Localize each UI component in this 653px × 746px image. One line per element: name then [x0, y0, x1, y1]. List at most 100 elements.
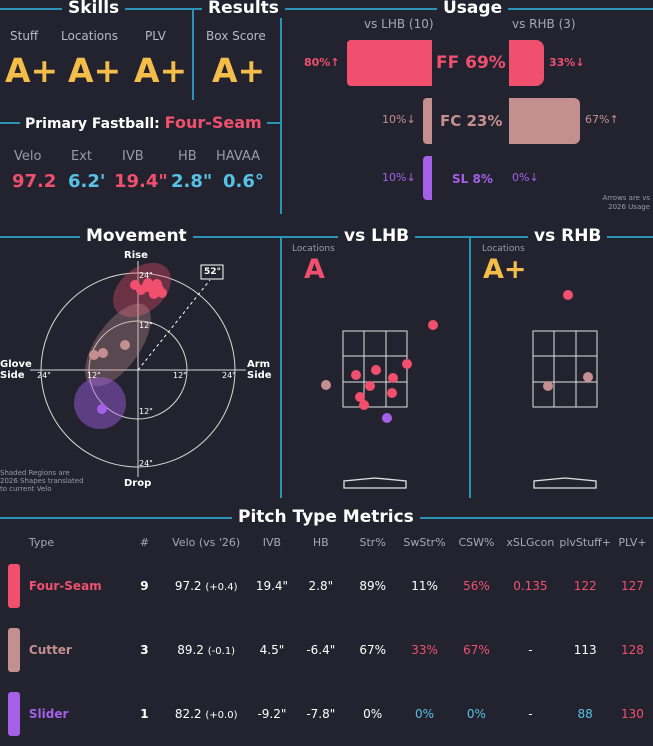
- ff-usage-label: FF 69%: [436, 53, 506, 73]
- ring-label-top-24: 24": [139, 271, 153, 280]
- home-plate-rhb: [533, 477, 597, 489]
- row-count: 1: [140, 707, 149, 721]
- col-swstr: SwStr%: [403, 535, 446, 549]
- velo-label: Velo: [14, 149, 42, 164]
- vs-rhb-zone: [532, 290, 598, 489]
- lhb-rhb-divider: [469, 236, 471, 498]
- stuff-grade: A+: [5, 51, 59, 90]
- row-hb: 2.8": [308, 579, 334, 593]
- stuff-label: Stuff: [10, 29, 39, 43]
- usage-note-line1: Arrows are vs: [602, 194, 650, 202]
- sl-usage-label: SL 8%: [452, 172, 493, 186]
- usage-title: Usage: [437, 0, 509, 18]
- movement-chart: [30, 261, 246, 477]
- glove-side-line2: Side: [0, 370, 25, 381]
- ring-label-bottom-12: 12": [139, 407, 153, 416]
- pitch-location: [428, 320, 438, 330]
- four-seam-swatch: [7, 564, 20, 608]
- pitch-location: [583, 372, 593, 382]
- pitch-location: [371, 365, 381, 375]
- ring-label-bottom-24: 24": [139, 459, 153, 468]
- movement-note-line2: 2026 Shapes translated: [0, 477, 84, 485]
- four-seam-point: [149, 289, 159, 299]
- row-ivb: 4.5": [259, 643, 285, 657]
- top-divider-left: [0, 8, 280, 10]
- slider-point: [97, 404, 107, 414]
- col-hb: HB: [312, 535, 329, 549]
- movement-note: Shaded Regions are 2026 Shapes translate…: [0, 469, 84, 493]
- col-xslg: xSLGcon: [506, 535, 555, 549]
- ivb-value: 19.4": [114, 171, 168, 192]
- pitch-location: [388, 373, 398, 383]
- row-type: Slider: [28, 707, 69, 721]
- usage-note: Arrows are vs 2026 Usage: [603, 194, 650, 212]
- velo-value: 97.2: [174, 579, 202, 593]
- glove-side-label: Glove Side: [0, 359, 32, 381]
- row-ivb: 19.4": [255, 579, 289, 593]
- pitch-location: [355, 392, 365, 402]
- ff-rhb-bar: [509, 40, 544, 86]
- pitch-metrics-title: Pitch Type Metrics: [232, 507, 420, 527]
- ext-value: 6.2': [68, 171, 106, 192]
- plv-grade: A+: [134, 51, 188, 90]
- row-xslg: -: [528, 707, 533, 721]
- row-csw: 0%: [466, 707, 486, 721]
- vs-rhb-title: vs RHB: [528, 226, 608, 246]
- pitch-location: [563, 290, 573, 300]
- arm-side-label: Arm Side: [247, 359, 272, 381]
- row-swstr: 11%: [411, 579, 438, 593]
- rise-label: Rise: [124, 250, 148, 261]
- slider-swatch: [7, 692, 20, 736]
- usage-note-line2: 2026 Usage: [608, 203, 650, 211]
- row-plv: 128: [621, 643, 644, 657]
- movement-title: Movement: [80, 226, 193, 246]
- four-seam-point: [143, 278, 153, 288]
- velo-value: 89.2: [177, 643, 204, 657]
- col-type: Type: [28, 535, 55, 549]
- table-row: Four-Seam 9 97.2 (+0.4) 19.4" 2.8" 89% 1…: [0, 554, 653, 618]
- drop-label: Drop: [124, 478, 152, 489]
- arm-angle-line: [137, 279, 211, 371]
- vs-lhb-grade: A: [304, 254, 325, 285]
- pitch-location: [351, 370, 361, 380]
- fc-lhb-pct: 10%↓: [382, 113, 416, 126]
- ff-rhb-pct: 33%↓: [549, 56, 585, 69]
- home-plate-lhb: [343, 477, 407, 489]
- row-stuff: 113: [573, 643, 597, 657]
- ff-lhb-pct: 80%↑: [304, 56, 340, 69]
- results-title: Results: [202, 0, 285, 18]
- velo-delta: (-0.1): [207, 646, 236, 657]
- row-xslg: -: [528, 643, 533, 657]
- hb-value: 2.8": [171, 171, 213, 192]
- fc-rhb-pct: 67%↑: [585, 113, 619, 126]
- ring-label-left-12: 12": [87, 371, 101, 380]
- table-row: Cutter 3 89.2 (-0.1) 4.5" -6.4" 67% 33% …: [0, 618, 653, 682]
- movement-lhb-divider: [280, 236, 282, 498]
- cutter-region: [85, 303, 151, 387]
- pitch-location: [382, 413, 392, 423]
- row-xslg: 0.135: [513, 579, 548, 593]
- locations-grade: A+: [68, 51, 122, 90]
- velo-delta: (+0.0): [205, 710, 238, 721]
- row-stuff: 122: [573, 579, 597, 593]
- skills-results-divider: [192, 8, 194, 100]
- row-type: Cutter: [28, 643, 72, 657]
- col-plv: PLV+: [618, 535, 647, 549]
- ivb-label: IVB: [122, 149, 144, 164]
- col-csw: CSW%: [458, 535, 495, 549]
- vs-lhb-title: vs LHB: [338, 226, 416, 246]
- vs-lhb-locations-label: Locations: [292, 244, 335, 254]
- four-seam-point: [152, 279, 162, 289]
- hb-label: HB: [178, 149, 197, 164]
- cutter-point: [120, 340, 130, 350]
- table-header-row: Type # Velo (vs '26) IVB HB Str% SwStr% …: [0, 530, 653, 554]
- movement-note-line1: Shaded Regions are: [0, 469, 70, 477]
- row-type: Four-Seam: [28, 579, 102, 593]
- sl-rhb-pct: 0%↓: [512, 171, 539, 184]
- row-plv: 127: [621, 579, 644, 593]
- sl-lhb-bar: [423, 156, 432, 200]
- vs-rhb-locations-label: Locations: [482, 244, 525, 254]
- arm-angle-box: [200, 264, 224, 280]
- havaa-label: HAVAA: [216, 149, 261, 164]
- row-str: 0%: [363, 707, 383, 721]
